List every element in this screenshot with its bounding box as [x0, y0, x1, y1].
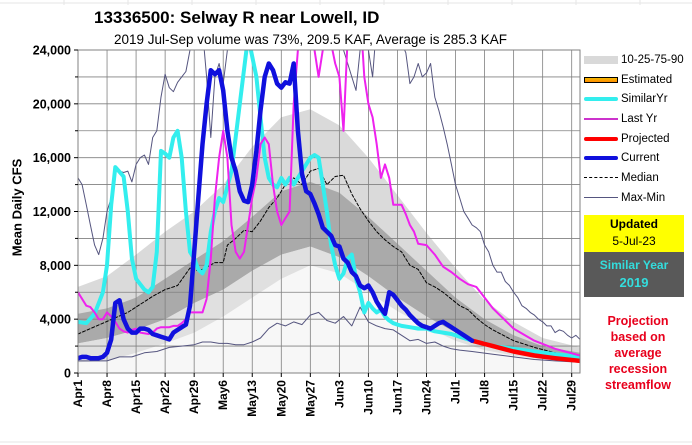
x-tick-label: Apr15: [129, 380, 143, 414]
legend-swatch: [584, 156, 618, 161]
chart-subtitle: 2019 Jul-Sep volume was 73%, 209.5 KAF, …: [114, 32, 507, 47]
legend-swatch: [584, 97, 618, 102]
series-current: [78, 61, 475, 361]
y-tick-label: 0: [64, 367, 71, 381]
y-tick-label: 20,000: [33, 97, 71, 111]
x-tick-label: Jul8: [478, 380, 492, 404]
legend-item: 10-25-75-90: [580, 50, 690, 70]
legend-label: Max-Min: [621, 191, 666, 204]
updated-date: 5-Jul-23: [612, 234, 656, 248]
legend-label: Projected: [621, 132, 670, 145]
similar-year-box: Similar Year 2019: [584, 252, 684, 297]
legend-item: Median: [580, 168, 690, 188]
x-tick-label: Jun10: [361, 380, 375, 415]
x-tick-label: Apr1: [71, 380, 85, 408]
legend-swatch: [584, 197, 618, 199]
legend-label: 10-25-75-90: [621, 53, 684, 66]
projection-note-line: based on: [610, 330, 666, 344]
x-tick-label: Jul22: [536, 380, 550, 411]
legend-label: Estimated: [621, 73, 673, 86]
similar-year-value: 2019: [619, 275, 649, 290]
legend-label: Last Yr: [621, 112, 658, 125]
y-tick-label: 12,000: [33, 205, 71, 219]
legend-item: Projected: [580, 129, 690, 149]
legend-swatch: [584, 136, 618, 141]
series-projected: [469, 338, 580, 364]
legend-label: SimilarYr: [621, 93, 668, 106]
chart-title: 13336500: Selway R near Lowell, ID: [94, 8, 380, 27]
series-similar-year: [78, 50, 580, 359]
legend-swatch: [584, 177, 618, 179]
legend-swatch: [584, 55, 618, 64]
x-tick-label: May20: [274, 380, 288, 417]
legend-item: SimilarYr: [580, 89, 690, 109]
legend-item: Max-Min: [580, 188, 690, 208]
series-max-min-max: [78, 50, 580, 340]
x-tick-label: May6: [216, 380, 230, 410]
y-tick-label: 16,000: [33, 151, 71, 165]
legend-swatch: [584, 117, 618, 120]
projection-note-line: streamflow: [605, 378, 671, 392]
projection-note-line: average: [614, 346, 662, 360]
x-tick-label: Jul15: [507, 380, 521, 411]
legend-item: Current: [580, 148, 690, 168]
x-tick-label: May27: [303, 380, 317, 417]
projection-note-line: Projection: [607, 314, 669, 328]
x-tick-label: Jul1: [449, 380, 463, 404]
plot-area: [78, 50, 580, 373]
legend-item: Last Yr: [580, 109, 690, 129]
x-tick-label: Apr29: [187, 380, 201, 414]
legend-item: Estimated: [580, 70, 690, 90]
similar-year-label: Similar Year: [599, 258, 669, 272]
x-tick-label: Jul29: [565, 380, 579, 411]
x-tick-label: Jun17: [390, 380, 404, 415]
x-tick-label: Jun24: [419, 380, 433, 415]
series-max-min-min: [78, 306, 580, 363]
updated-label: Updated: [610, 217, 658, 231]
projection-note-line: recession: [608, 362, 668, 376]
legend-label: Median: [621, 171, 659, 184]
x-tick-label: Apr8: [100, 380, 114, 408]
y-tick-label: 4,000: [40, 313, 71, 327]
y-tick-label: 24,000: [33, 44, 71, 58]
updated-box: Updated 5-Jul-23: [584, 215, 684, 252]
chart-legend: 10-25-75-90 Estimated SimilarYr Last Yr Proj…: [580, 50, 690, 208]
x-tick-label: Jun3: [332, 380, 346, 408]
band-25-75: [78, 181, 580, 360]
x-tick-label: Apr22: [158, 380, 172, 414]
projection-note: Projection based on average recession st…: [588, 313, 688, 393]
legend-swatch: [584, 76, 618, 83]
legend-label: Current: [621, 152, 660, 165]
y-tick-label: 8,000: [40, 259, 71, 273]
x-tick-label: May13: [245, 380, 259, 417]
